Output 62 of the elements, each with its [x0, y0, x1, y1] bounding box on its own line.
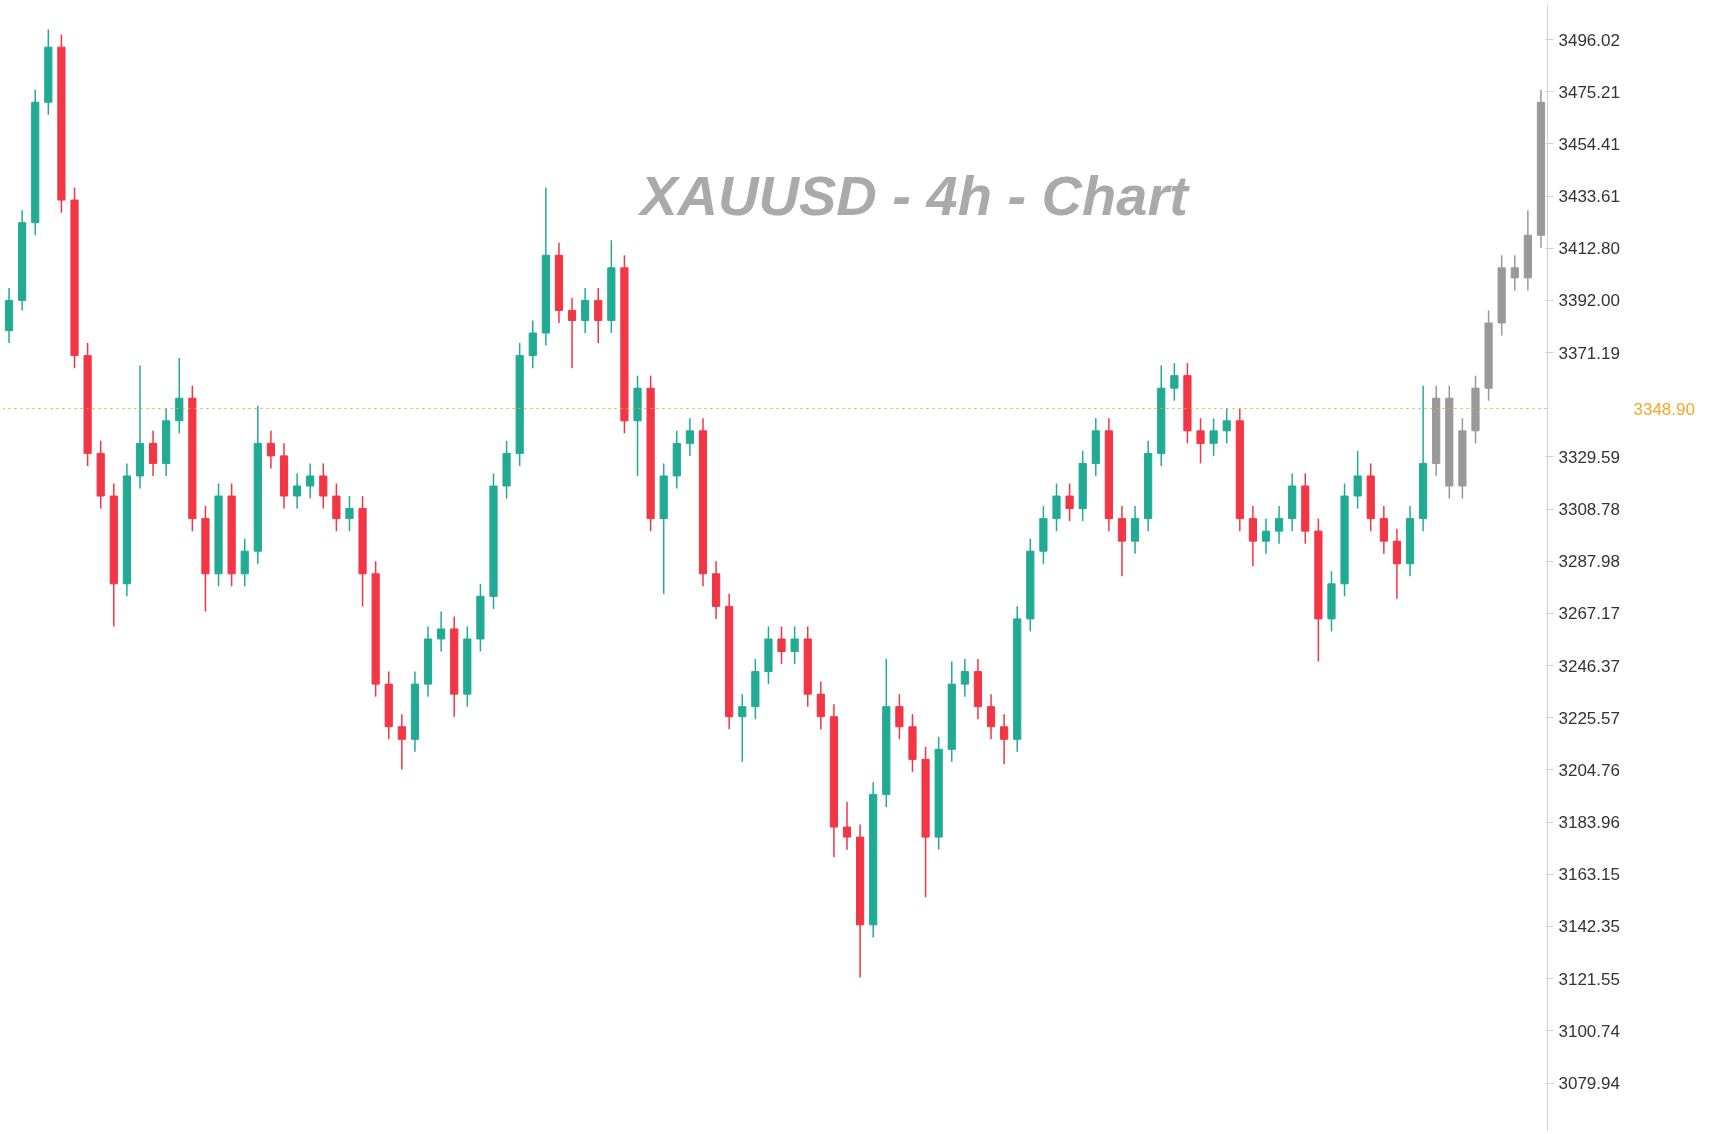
candlestick: [1379, 505, 1388, 555]
y-tick-label: 3204.76: [1558, 760, 1620, 780]
candlestick: [1392, 527, 1402, 600]
candlestick: [1248, 505, 1257, 567]
y-tick-label: 3121.55: [1558, 969, 1620, 989]
y-tick-label: 3496.02: [1558, 30, 1620, 50]
candlestick: [345, 495, 354, 532]
candlestick: [738, 693, 747, 763]
candlestick: [293, 472, 302, 510]
candlestick: [397, 713, 406, 771]
candlestick: [777, 625, 786, 665]
candlestick: [1130, 505, 1140, 555]
candlestick: [986, 693, 996, 741]
y-tick-label: 3475.21: [1558, 82, 1620, 102]
y-tick-label: 3329.59: [1558, 447, 1620, 467]
candlestick: [266, 430, 276, 470]
candlestick: [1170, 362, 1179, 402]
candlestick: [790, 625, 799, 665]
candlestick: [319, 462, 328, 510]
candlestick: [816, 680, 825, 730]
y-tick-label: 3163.15: [1558, 865, 1620, 885]
y-tick-label: 3392.00: [1558, 291, 1620, 311]
candlestick: [581, 287, 590, 334]
candlestick: [1065, 482, 1074, 522]
candlestick: [594, 287, 603, 344]
candlestick: [1117, 505, 1127, 578]
candlestick: [567, 297, 577, 369]
y-tick-label: 3308.78: [1558, 500, 1620, 520]
y-tick-label: 3246.37: [1558, 656, 1620, 676]
y-tick-label: 3412.80: [1558, 239, 1620, 259]
y-tick-label: 3287.98: [1558, 552, 1620, 572]
candlestick: [437, 610, 446, 653]
candlestick: [895, 693, 904, 741]
candlestick: [332, 482, 341, 532]
candlestick: [148, 430, 158, 477]
candlestick: [1000, 713, 1009, 766]
candlestick: [1510, 254, 1519, 292]
y-tick-label: 3142.35: [1558, 917, 1620, 937]
candlestick: [306, 462, 315, 500]
candlestick: [685, 417, 694, 457]
y-tick-label: 3454.41: [1558, 134, 1620, 154]
candlestick: [1261, 517, 1271, 555]
candlestick: [175, 357, 184, 435]
y-tick-label: 3183.96: [1558, 813, 1620, 833]
candlestick: [1196, 417, 1205, 465]
candlestick: [960, 658, 969, 698]
y-tick-label: 3079.94: [1558, 1074, 1620, 1093]
y-tick-label: 3225.57: [1558, 708, 1620, 728]
candlestick: [1353, 450, 1362, 510]
candlestick: [1052, 482, 1061, 532]
candlestick: [1209, 417, 1218, 457]
candlestick: [1274, 505, 1284, 545]
text: XAUUSD - 4h - Chart: [637, 164, 1191, 228]
y-tick-label: 3100.74: [1558, 1021, 1620, 1041]
y-tick-label: 3267.17: [1558, 604, 1620, 624]
candlestick: [240, 537, 249, 588]
y-tick-label: 3371.19: [1558, 343, 1620, 363]
ref-line-label: 3348.90: [1633, 399, 1695, 419]
candlestick: [1222, 407, 1231, 445]
candlestick: [528, 319, 537, 369]
y-tick-label: 3433.61: [1558, 187, 1620, 207]
candlestick: [842, 801, 852, 851]
